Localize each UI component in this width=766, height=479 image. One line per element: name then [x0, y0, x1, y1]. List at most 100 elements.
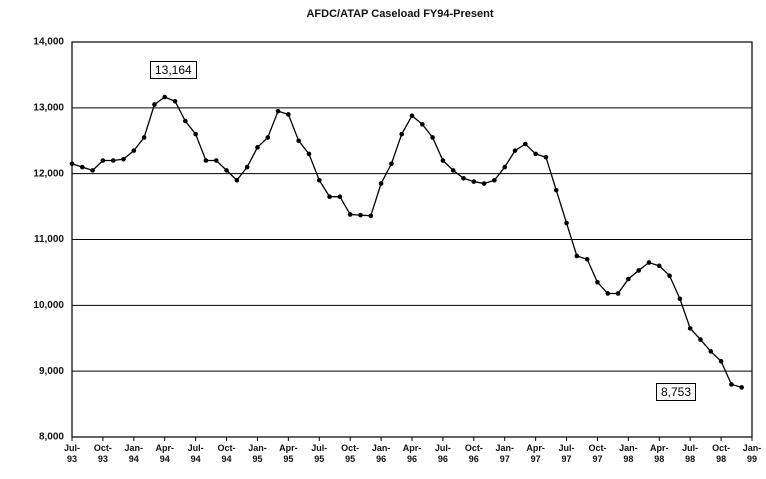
- point: [131, 148, 137, 153]
- y-tick-label: 14,000: [33, 37, 64, 48]
- point: [543, 154, 549, 160]
- point: [296, 138, 301, 144]
- point: [502, 164, 508, 170]
- point: [739, 385, 744, 390]
- point: [69, 161, 75, 167]
- point: [430, 135, 435, 140]
- point: [584, 256, 590, 262]
- point: [183, 118, 188, 124]
- point: [574, 253, 580, 259]
- x-tick-label: Apr- 96: [402, 443, 422, 464]
- x-tick-label: Jul- 93: [63, 443, 80, 464]
- point: [389, 161, 394, 167]
- x-tick-label: Apr- 94: [155, 443, 174, 464]
- x-tick-label: Jan- 96: [371, 443, 391, 464]
- point: [316, 177, 322, 183]
- point: [636, 268, 641, 273]
- point: [255, 145, 260, 150]
- x-tick-label: Jul- 98: [682, 443, 699, 464]
- point: [440, 158, 446, 163]
- point: [193, 131, 198, 137]
- point: [698, 337, 703, 342]
- point: [481, 181, 487, 186]
- x-tick-label: Oct- 94: [217, 443, 236, 464]
- point: [471, 179, 477, 184]
- x-tick-label: Oct- 93: [93, 443, 112, 464]
- series-line: [71, 96, 742, 389]
- point: [378, 181, 384, 186]
- point: [244, 164, 250, 170]
- x-tick-label: Jan- 94: [124, 443, 144, 464]
- point: [203, 158, 209, 163]
- point: [213, 158, 219, 163]
- annotation: 8,753: [656, 383, 697, 401]
- x-tick-label: Jan- 95: [248, 443, 267, 464]
- x-tick-label: Oct- 97: [588, 443, 607, 464]
- point: [677, 296, 683, 302]
- point: [337, 194, 343, 200]
- x-tick-label: Jan- 97: [495, 443, 514, 464]
- point: [646, 260, 652, 265]
- point: [656, 263, 662, 269]
- point: [595, 279, 600, 285]
- y-tick-label: 13,000: [33, 102, 64, 113]
- x-tick-label: Jan- 98: [619, 443, 638, 464]
- annotation: 13,164: [150, 61, 197, 79]
- point: [626, 276, 631, 282]
- point: [687, 326, 693, 331]
- point: [564, 220, 569, 226]
- point: [409, 113, 415, 119]
- point: [347, 212, 353, 217]
- point: [729, 382, 734, 387]
- y-tick-label: 10,000: [33, 300, 64, 311]
- x-tick-label: Apr- 97: [526, 443, 545, 464]
- point: [275, 108, 281, 114]
- point: [265, 135, 271, 140]
- point: [100, 158, 106, 163]
- point: [306, 151, 312, 157]
- x-tick-label: Oct- 96: [464, 443, 483, 464]
- point: [492, 177, 497, 183]
- point: [461, 175, 466, 181]
- x-tick-label: Oct- 98: [712, 443, 731, 464]
- point: [90, 168, 95, 173]
- x-tick-label: Apr- 98: [650, 443, 669, 464]
- point: [110, 158, 116, 163]
- point: [234, 177, 240, 183]
- point: [286, 112, 291, 117]
- point: [172, 98, 178, 104]
- x-tick-label: Jul- 97: [558, 443, 575, 464]
- point: [152, 102, 157, 107]
- point: [80, 164, 85, 170]
- point: [553, 187, 559, 193]
- point: [533, 151, 538, 157]
- y-tick-label: 8,000: [39, 432, 64, 443]
- point: [420, 121, 425, 127]
- y-tick-label: 11,000: [34, 234, 64, 245]
- point: [162, 94, 168, 100]
- chart-title: AFDC/ATAP Caseload FY94-Present: [306, 8, 493, 20]
- point: [141, 135, 147, 140]
- point: [327, 194, 332, 200]
- point: [615, 291, 621, 296]
- y-tick-label: 12,000: [33, 168, 64, 179]
- point: [512, 148, 518, 153]
- point: [718, 358, 724, 364]
- point: [224, 168, 229, 173]
- point: [368, 213, 374, 219]
- point: [121, 156, 126, 162]
- x-tick-label: Jul- 95: [311, 443, 328, 464]
- point: [450, 168, 456, 173]
- x-tick-label: Jan- 99: [742, 443, 762, 464]
- point: [605, 291, 611, 296]
- point: [708, 349, 714, 354]
- x-tick-label: Oct- 95: [341, 443, 360, 464]
- x-tick-label: Apr- 95: [279, 443, 298, 464]
- x-tick-label: Jul- 96: [434, 443, 451, 464]
- y-tick-label: 9,000: [39, 366, 64, 377]
- point: [523, 141, 528, 147]
- point: [399, 131, 404, 137]
- point: [358, 212, 363, 218]
